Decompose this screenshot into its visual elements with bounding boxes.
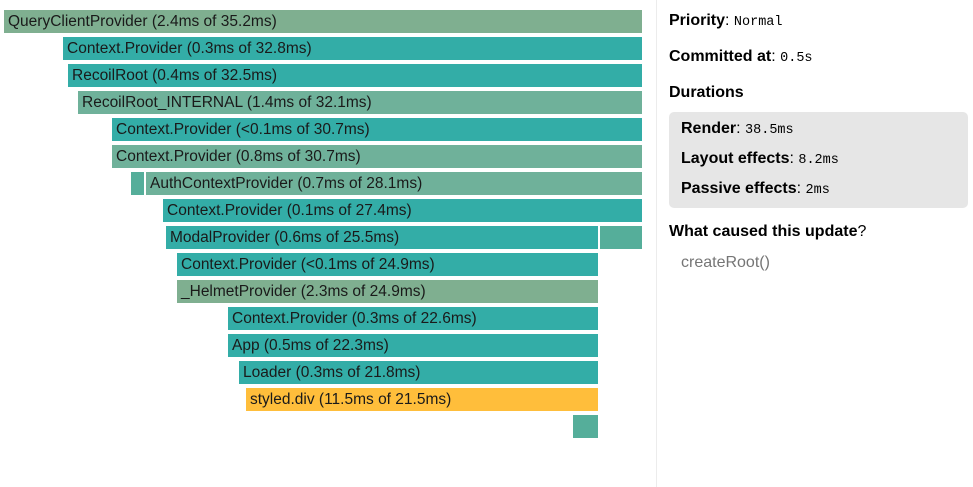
flamegraph-node[interactable]: _HelmetProvider (2.3ms of 24.9ms) <box>177 280 598 303</box>
flamegraph-node[interactable]: RecoilRoot (0.4ms of 32.5ms) <box>68 64 642 87</box>
render-value: 38.5ms <box>745 123 794 138</box>
priority-label: Priority <box>669 12 726 29</box>
layout-effects-label: Layout effects <box>681 150 790 167</box>
flamegraph-node[interactable]: QueryClientProvider (2.4ms of 35.2ms) <box>4 10 642 33</box>
durations-title: Durations <box>669 84 744 101</box>
priority-value: Normal <box>733 15 783 30</box>
flamegraph-node[interactable]: Context.Provider (0.1ms of 27.4ms) <box>163 199 642 222</box>
cause-title: What caused this update <box>669 223 858 240</box>
flamegraph-node[interactable]: RecoilRoot_INTERNAL (1.4ms of 32.1ms) <box>78 91 642 114</box>
durations-box: Render: 38.5ms Layout effects: 8.2ms Pas… <box>669 112 968 208</box>
passive-effects-label: Passive effects <box>681 180 797 197</box>
committed-row: Committed at: 0.5s <box>669 48 813 66</box>
flamegraph-node[interactable]: Context.Provider (0.3ms of 32.8ms) <box>63 37 642 60</box>
flamegraph-node[interactable]: ModalProvider (0.6ms of 25.5ms) <box>166 226 598 249</box>
flamegraph-node[interactable] <box>573 415 598 438</box>
flamegraph-chart: QueryClientProvider (2.4ms of 35.2ms) Con… <box>4 10 642 438</box>
flamegraph-node[interactable]: AuthContextProvider (0.7ms of 28.1ms) <box>146 172 642 195</box>
flamegraph-node[interactable]: Loader (0.3ms of 21.8ms) <box>239 361 598 384</box>
committed-label: Committed at <box>669 48 772 65</box>
flamegraph-node[interactable]: Context.Provider (0.3ms of 22.6ms) <box>228 307 598 330</box>
flamegraph-node[interactable]: Context.Provider (0.8ms of 30.7ms) <box>112 145 642 168</box>
layout-effects-row: Layout effects: 8.2ms <box>681 150 839 168</box>
flamegraph-node[interactable]: styled.div (11.5ms of 21.5ms) <box>246 388 598 411</box>
passive-effects-row: Passive effects: 2ms <box>681 180 830 198</box>
flamegraph-node[interactable]: Context.Provider (<0.1ms of 30.7ms) <box>112 118 642 141</box>
render-row: Render: 38.5ms <box>681 120 794 138</box>
flamegraph-node[interactable]: App (0.5ms of 22.3ms) <box>228 334 598 357</box>
cause-title-row: What caused this update? <box>669 223 866 241</box>
priority-row: Priority: Normal <box>669 12 783 30</box>
passive-effects-value: 2ms <box>805 183 830 198</box>
flamegraph-node[interactable] <box>600 226 642 249</box>
flamegraph-node[interactable] <box>131 172 144 195</box>
cause-item[interactable]: createRoot() <box>681 254 770 271</box>
committed-value: 0.5s <box>780 51 813 66</box>
panel-divider <box>656 0 657 487</box>
cause-qmark: ? <box>857 223 867 240</box>
flamegraph-node[interactable]: Context.Provider (<0.1ms of 24.9ms) <box>177 253 598 276</box>
layout-effects-value: 8.2ms <box>798 153 839 168</box>
render-label: Render <box>681 120 737 137</box>
